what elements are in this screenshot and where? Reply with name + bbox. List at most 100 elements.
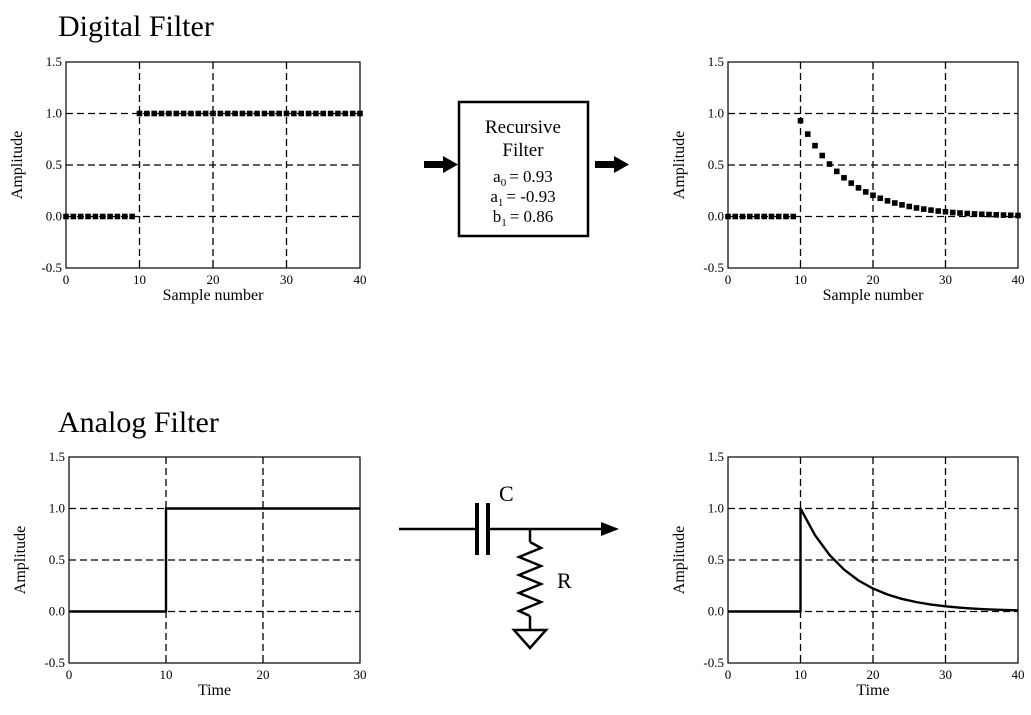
x-tick-label: 30 xyxy=(939,272,952,287)
y-tick-label: 0.5 xyxy=(708,552,724,567)
digital-section-title: Digital Filter xyxy=(58,10,214,43)
x-tick-label: 0 xyxy=(63,272,70,287)
data-point xyxy=(746,213,753,220)
x-tick-label: 40 xyxy=(1012,667,1025,682)
data-point xyxy=(224,110,231,117)
x-axis-title: Sample number xyxy=(163,287,265,304)
y-tick-label: 0.5 xyxy=(49,552,65,567)
data-point xyxy=(188,110,194,117)
data-point xyxy=(122,213,128,220)
data-point xyxy=(775,213,782,220)
data-point xyxy=(129,213,135,220)
data-point xyxy=(812,142,818,149)
y-tick-label: 1.5 xyxy=(46,54,62,69)
y-tick-label: 1.0 xyxy=(708,106,724,121)
data-point xyxy=(85,213,91,220)
data-point xyxy=(217,110,224,117)
data-point xyxy=(949,209,956,216)
data-point xyxy=(195,110,202,117)
data-point xyxy=(833,168,840,175)
x-tick-label: 30 xyxy=(354,667,367,682)
y-axis-title: Amplitude xyxy=(9,131,26,199)
x-tick-label: 10 xyxy=(794,667,807,682)
data-point xyxy=(826,161,833,167)
capacitor-label: C xyxy=(499,481,514,506)
output-arrow-icon xyxy=(595,156,629,173)
data-point xyxy=(993,212,1000,218)
data-point xyxy=(920,206,927,212)
data-point xyxy=(239,110,246,117)
coefficient-a1: a1 = -0.93 xyxy=(490,187,555,209)
data-point xyxy=(761,213,768,220)
coefficient-b1: b1 = 0.86 xyxy=(493,207,554,229)
data-point xyxy=(725,213,731,220)
data-point xyxy=(246,110,253,117)
x-tick-label: 0 xyxy=(725,272,732,287)
data-point xyxy=(107,213,113,220)
data-point xyxy=(732,213,739,220)
data-point xyxy=(70,213,77,220)
x-axis-title: Time xyxy=(856,682,889,699)
data-point xyxy=(335,110,341,117)
digital-output-plot: 0 10 20 30 40 -0.5 0.0 0.5 1.0 1.5 Sample number Am… xyxy=(671,54,1025,304)
x-tick-label: 20 xyxy=(257,667,270,682)
series-line xyxy=(69,507,360,613)
y-tick-label: 0.0 xyxy=(46,209,62,224)
data-point xyxy=(202,110,209,117)
x-tick-label: 10 xyxy=(794,272,807,287)
coefficient-a0: a0 = 0.93 xyxy=(493,167,553,189)
filter-box-line2: Filter xyxy=(502,140,544,161)
data-point xyxy=(232,110,238,117)
data-point xyxy=(790,213,797,220)
data-point xyxy=(848,180,855,186)
data-point xyxy=(964,210,971,217)
y-tick-label: -0.5 xyxy=(703,655,724,670)
data-point xyxy=(862,189,869,195)
y-axis-title: Amplitude xyxy=(12,526,29,594)
data-point xyxy=(166,110,172,117)
x-tick-label: 20 xyxy=(867,667,880,682)
data-point xyxy=(342,110,349,117)
data-point xyxy=(151,110,157,117)
x-tick-label: 0 xyxy=(725,667,732,682)
data-point xyxy=(877,195,884,202)
data-point xyxy=(114,213,121,220)
x-tick-label: 40 xyxy=(354,272,367,287)
y-axis-title: Amplitude xyxy=(671,526,688,594)
y-tick-label: -0.5 xyxy=(41,260,62,275)
data-point xyxy=(357,110,363,117)
data-point xyxy=(327,110,334,117)
data-point xyxy=(1015,212,1021,219)
x-tick-label: 40 xyxy=(1012,272,1025,287)
x-tick-label: 30 xyxy=(280,272,293,287)
y-tick-label: 1.5 xyxy=(708,449,724,464)
data-point xyxy=(320,110,327,117)
data-point xyxy=(298,110,304,117)
y-tick-label: 1.0 xyxy=(46,106,62,121)
data-point xyxy=(63,213,69,220)
x-axis-title: Sample number xyxy=(823,287,925,304)
y-tick-label: 1.0 xyxy=(49,501,65,516)
data-point xyxy=(144,110,150,117)
analog-section-title: Analog Filter xyxy=(58,406,219,439)
data-point xyxy=(819,152,826,159)
data-point xyxy=(1007,212,1014,219)
x-tick-label: 10 xyxy=(133,272,146,287)
y-tick-label: -0.5 xyxy=(703,260,724,275)
data-point xyxy=(971,211,978,217)
data-point xyxy=(99,213,106,220)
output-arrow-icon xyxy=(601,522,619,536)
data-point xyxy=(884,198,891,204)
x-tick-label: 20 xyxy=(867,272,880,287)
y-tick-label: 0.0 xyxy=(708,604,724,619)
data-point xyxy=(942,208,949,215)
x-tick-label: 30 xyxy=(939,667,952,682)
analog-output-plot: 0 10 20 30 40 -0.5 0.0 0.5 1.0 1.5 Time Amplitude xyxy=(671,449,1025,699)
y-tick-label: 0.5 xyxy=(708,157,724,172)
x-axis-title: Time xyxy=(198,682,231,699)
data-point xyxy=(935,208,942,214)
x-tick-label: 10 xyxy=(160,667,173,682)
digital-input-plot: 0 10 20 30 40 -0.5 0.0 0.5 1.0 1.5 Sample number Am… xyxy=(9,54,367,304)
data-point xyxy=(173,110,180,117)
